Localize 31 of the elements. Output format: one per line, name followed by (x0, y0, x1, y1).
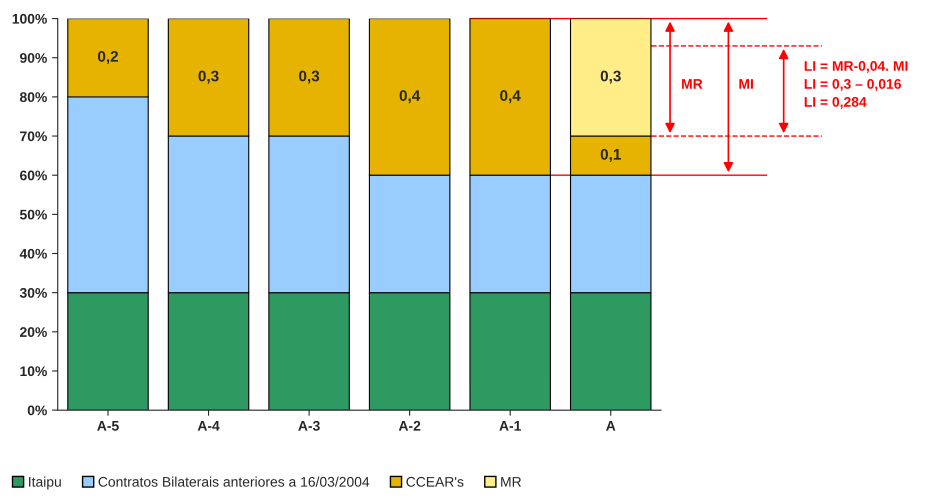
x-tick-label: A-2 (398, 420, 420, 431)
text: LI = MR-0,04. MI LI = 0,3 – 0,016 LI = 0,284 (804, 61, 908, 109)
y-tick-label: 70% (20, 131, 47, 142)
legend-label: Itaipu (29, 476, 61, 490)
data-label: 0,2 (98, 51, 118, 64)
data-label: 0,3 (600, 70, 621, 84)
legend-label: CCEAR's (406, 476, 464, 487)
x-tick-label: A (606, 421, 616, 431)
y-tick-label: 50% (20, 210, 47, 220)
y-tick-label: 100% (12, 14, 47, 24)
x-tick-label: A-3 (298, 420, 320, 431)
data-label: 0,4 (500, 90, 521, 104)
legend-label: Contratos Bilaterais anteriores a 16/03/2004 (98, 476, 370, 487)
y-tick-label: 80% (20, 92, 47, 102)
y-tick-label: 20% (20, 327, 47, 337)
y-tick-label: 40% (20, 248, 47, 259)
y-tick-label: 60% (20, 170, 47, 180)
text: MI (739, 79, 753, 89)
data-label: 0,3 (299, 70, 320, 84)
x-tick-label: A-1 (499, 421, 521, 431)
y-tick-label: 90% (20, 53, 47, 63)
data-label: 0,3 (198, 70, 219, 84)
data-label: 0,4 (400, 90, 420, 104)
legend-label: MR (501, 477, 522, 487)
data-label: 0,1 (600, 148, 621, 162)
text: MR (682, 79, 702, 89)
x-tick-label: A-5 (97, 421, 119, 431)
y-tick-label: 30% (20, 288, 47, 298)
y-tick-label: 0% (28, 405, 47, 416)
x-tick-label: A-4 (198, 421, 220, 431)
y-tick-label: 10% (20, 366, 47, 376)
